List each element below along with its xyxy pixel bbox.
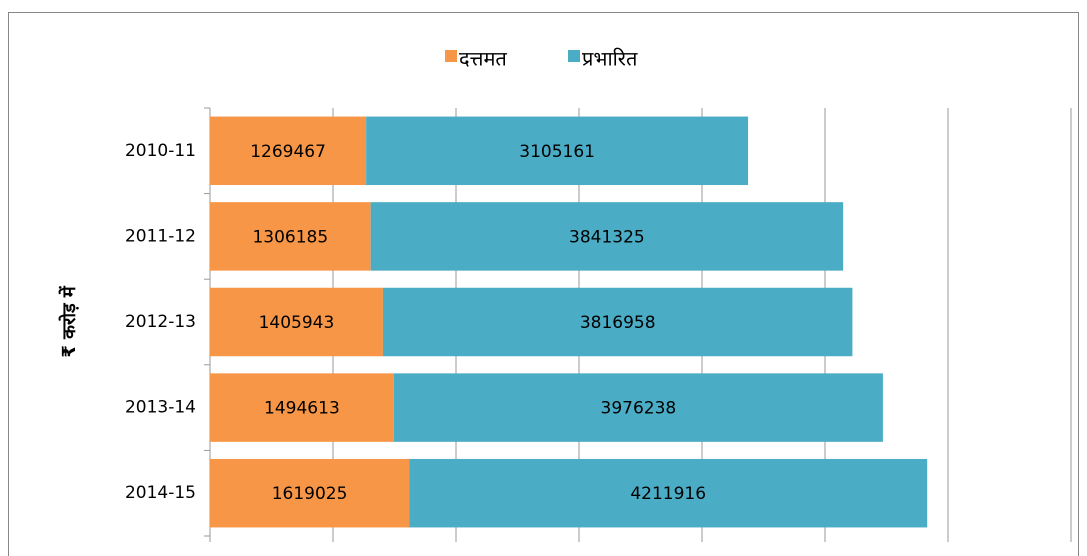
bar-segment bbox=[210, 202, 371, 271]
bar-segment bbox=[210, 116, 367, 186]
y-tick-label: 2011-12 bbox=[125, 226, 196, 246]
bar-segment bbox=[210, 458, 410, 528]
y-tick-label: 2010-11 bbox=[125, 141, 196, 161]
data-label: 1306185 bbox=[252, 227, 328, 247]
data-label: 1405943 bbox=[259, 313, 335, 333]
legend-label: प्रभारित bbox=[582, 47, 638, 71]
bar-segment bbox=[366, 116, 749, 186]
bar-segment bbox=[393, 373, 883, 442]
legend-swatch bbox=[445, 50, 457, 62]
legend-label: दत्तमत bbox=[459, 47, 507, 71]
data-label: 3841325 bbox=[569, 227, 645, 247]
y-axis-label: ₹ करोड़ में bbox=[58, 285, 80, 358]
data-label: 4211916 bbox=[630, 484, 706, 504]
data-label: 3976238 bbox=[601, 399, 677, 419]
data-label: 3105161 bbox=[519, 142, 595, 162]
y-tick-label: 2014-15 bbox=[125, 483, 196, 503]
data-label: 1494613 bbox=[264, 399, 340, 419]
bar-segment bbox=[370, 202, 844, 271]
bar-segment bbox=[210, 287, 383, 357]
y-tick-label: 2013-14 bbox=[125, 398, 196, 418]
data-label: 3816958 bbox=[580, 313, 656, 333]
bar-segment bbox=[409, 458, 928, 528]
data-label: 1619025 bbox=[272, 484, 348, 504]
bar-segment bbox=[382, 287, 853, 357]
data-label: 1269467 bbox=[250, 142, 326, 162]
legend-swatch bbox=[568, 50, 580, 62]
bar-segment bbox=[210, 373, 394, 442]
y-tick-label: 2012-13 bbox=[125, 312, 196, 332]
